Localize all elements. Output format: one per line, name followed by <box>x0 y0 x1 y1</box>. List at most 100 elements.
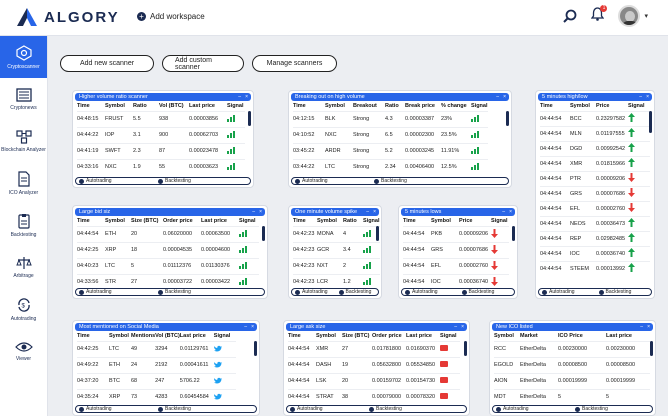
column-header[interactable]: Time <box>288 333 301 340</box>
column-header[interactable]: Symbol <box>317 218 337 225</box>
panel-title[interactable]: Higher volume ratio scanner – × <box>75 93 251 101</box>
table-row[interactable]: 04:44:54 BCC 0.23297582 <box>540 110 650 126</box>
search-icon[interactable] <box>563 9 577 23</box>
scrollbar[interactable] <box>506 111 509 126</box>
table-row[interactable]: 04:33:56 STR 27 0.00003722 0.00003422 <box>77 273 259 290</box>
column-header[interactable]: Symbol <box>325 103 345 110</box>
column-header[interactable]: Signal <box>213 333 231 340</box>
panel-title[interactable]: 5 minutes lows – × <box>401 208 515 216</box>
table-row[interactable]: 04:48:15 FRUST 5.5 938 0.00003856 <box>77 110 245 127</box>
autotrading-toggle[interactable]: Autotrading <box>290 406 365 412</box>
column-header[interactable]: Order price <box>163 218 193 225</box>
column-header[interactable]: % change <box>441 103 467 110</box>
column-header[interactable]: Signal <box>491 218 508 225</box>
table-row[interactable]: 04:44:54 EFL 0.00002760 <box>540 200 650 216</box>
table-row[interactable]: EGOLD EtherDelta 0.00008500 0.00008500 <box>494 356 650 373</box>
column-header[interactable]: Symbol <box>109 333 129 340</box>
notifications-button[interactable]: 1 <box>591 4 608 26</box>
column-header[interactable]: Last price <box>179 333 206 340</box>
column-header[interactable]: Vol (BTC) <box>159 103 184 110</box>
table-row[interactable]: 04:44:54 PKB 0.00009206 <box>403 225 509 242</box>
column-header[interactable]: Time <box>77 218 90 225</box>
backtesting-toggle[interactable]: Backtesting <box>158 178 233 184</box>
table-row[interactable]: MDT EtherDelta 5 5 <box>494 388 650 405</box>
column-header[interactable]: Signal <box>471 103 488 110</box>
autotrading-toggle[interactable]: Autotrading <box>496 406 571 412</box>
autotrading-toggle[interactable]: Autotrading <box>79 406 154 412</box>
table-row[interactable]: 04:44:54 IOC 0.00036740 <box>540 245 650 261</box>
column-header[interactable]: ICO Price <box>558 333 583 340</box>
autotrading-toggle[interactable]: Autotrading <box>542 289 595 295</box>
column-header[interactable]: Mentions <box>131 333 156 340</box>
sidebar-item-arbitrage[interactable]: Arbitrage <box>0 246 47 288</box>
table-row[interactable]: 04:44:54 EFL 0.00002760 <box>403 257 509 274</box>
backtesting-toggle[interactable]: Backtesting <box>461 289 515 295</box>
column-header[interactable]: Signal <box>227 103 244 110</box>
panel-title[interactable]: Breaking out on high volume – × <box>291 93 509 101</box>
table-row[interactable]: 04:44:54 XMR 27 0.01781800 0.01690370 <box>288 340 460 357</box>
close-icon[interactable]: × <box>373 209 376 215</box>
autotrading-toggle[interactable]: Autotrading <box>295 289 335 295</box>
column-header[interactable]: Last price <box>201 218 227 225</box>
panel-title[interactable]: Most mentioned on Social Media – × <box>75 323 257 331</box>
column-header[interactable]: Last price <box>606 333 632 340</box>
close-icon[interactable]: × <box>461 324 464 330</box>
minimize-icon[interactable]: – <box>244 324 247 330</box>
table-row[interactable]: 04:41:19 SWFT 2.3 87 0.00023478 <box>77 142 245 159</box>
scrollbar[interactable] <box>254 341 257 356</box>
scrollbar[interactable] <box>248 111 251 126</box>
column-header[interactable]: Time <box>293 103 306 110</box>
column-header[interactable]: Ratio <box>385 103 399 110</box>
table-row[interactable]: 04:12:15 BLK Strong 4.3 0.00003387 23% <box>293 110 488 127</box>
table-row[interactable]: 04:44:54 REP 0.02982485 <box>540 230 650 246</box>
minimize-icon[interactable]: – <box>454 324 457 330</box>
table-row[interactable]: 04:33:16 NXC 1.9 55 0.00003623 <box>77 158 245 175</box>
column-header[interactable]: Size (BTC) <box>131 218 159 225</box>
column-header[interactable]: Vol (BTC) <box>155 333 180 340</box>
backtesting-toggle[interactable]: Backtesting <box>369 406 444 412</box>
table-row[interactable]: 04:44:54 DGD 0.00992542 <box>540 140 650 156</box>
table-row[interactable]: 04:44:54 XMR 0.01815966 <box>540 155 650 171</box>
scrollbar[interactable] <box>650 341 653 356</box>
column-header[interactable]: Signal <box>363 218 380 225</box>
column-header[interactable]: Break price <box>405 103 435 110</box>
scrollbar[interactable] <box>649 111 652 133</box>
table-row[interactable]: 04:37:20 BTC 68 247 5706.22 <box>77 372 236 389</box>
column-header[interactable]: Symbol <box>105 103 125 110</box>
sidebar-item-cryptoscanner[interactable]: Cryptoscanner <box>0 36 47 78</box>
column-header[interactable]: Symbol <box>431 218 451 225</box>
column-header[interactable]: Size (BTC) <box>342 333 370 340</box>
column-header[interactable]: Signal <box>628 103 645 110</box>
table-row[interactable]: 04:44:54 NEOS 0.00036473 <box>540 215 650 231</box>
column-header[interactable]: Time <box>403 218 416 225</box>
table-row[interactable]: 04:44:54 ETH 20 0.06020000 0.00063500 <box>77 225 259 242</box>
sidebar-item-backtesting[interactable]: Backtesting <box>0 204 47 246</box>
autotrading-toggle[interactable]: Autotrading <box>405 289 458 295</box>
autotrading-toggle[interactable]: Autotrading <box>295 178 370 184</box>
sidebar-item-ico-analyzer[interactable]: ICO Analyzer <box>0 162 47 204</box>
close-icon[interactable]: × <box>503 94 506 100</box>
backtesting-toggle[interactable]: Backtesting <box>338 289 379 295</box>
sidebar-item-autotrading[interactable]: $ Autotrading <box>0 288 47 330</box>
close-icon[interactable]: × <box>259 209 262 215</box>
table-row[interactable]: 04:44:54 STEEM 0.00013992 <box>540 260 650 276</box>
column-header[interactable]: Ratio <box>343 218 357 225</box>
panel-title[interactable]: One minute volume spike – × <box>291 208 379 216</box>
backtesting-toggle[interactable]: Backtesting <box>158 289 233 295</box>
column-header[interactable]: Symbol <box>105 218 125 225</box>
table-row[interactable]: 04:44:54 STRAT 38 0.00079000 0.00078320 <box>288 388 460 405</box>
close-icon[interactable]: × <box>251 324 254 330</box>
close-icon[interactable]: × <box>509 209 512 215</box>
minimize-icon[interactable]: – <box>502 209 505 215</box>
table-row[interactable]: 03:44:22 LTC Strong 2.34 0.00406400 12.5% <box>293 158 488 175</box>
add-custom-scanner-button[interactable]: Add custom scanner <box>162 55 244 72</box>
table-row[interactable]: 04:35:24 XRP 73 4283 0.60454584 <box>77 388 236 405</box>
minimize-icon[interactable]: – <box>252 209 255 215</box>
column-header[interactable]: Signal <box>440 333 457 340</box>
table-row[interactable]: 04:42:23 LCR 1.2 <box>293 273 380 290</box>
backtesting-toggle[interactable]: Backtesting <box>575 406 650 412</box>
table-row[interactable]: 04:40:23 LTC 5 0.01112376 0.01130376 <box>77 257 259 274</box>
close-icon[interactable]: × <box>646 94 649 100</box>
column-header[interactable]: Time <box>77 103 90 110</box>
chevron-down-icon[interactable]: ▾ <box>644 13 648 20</box>
